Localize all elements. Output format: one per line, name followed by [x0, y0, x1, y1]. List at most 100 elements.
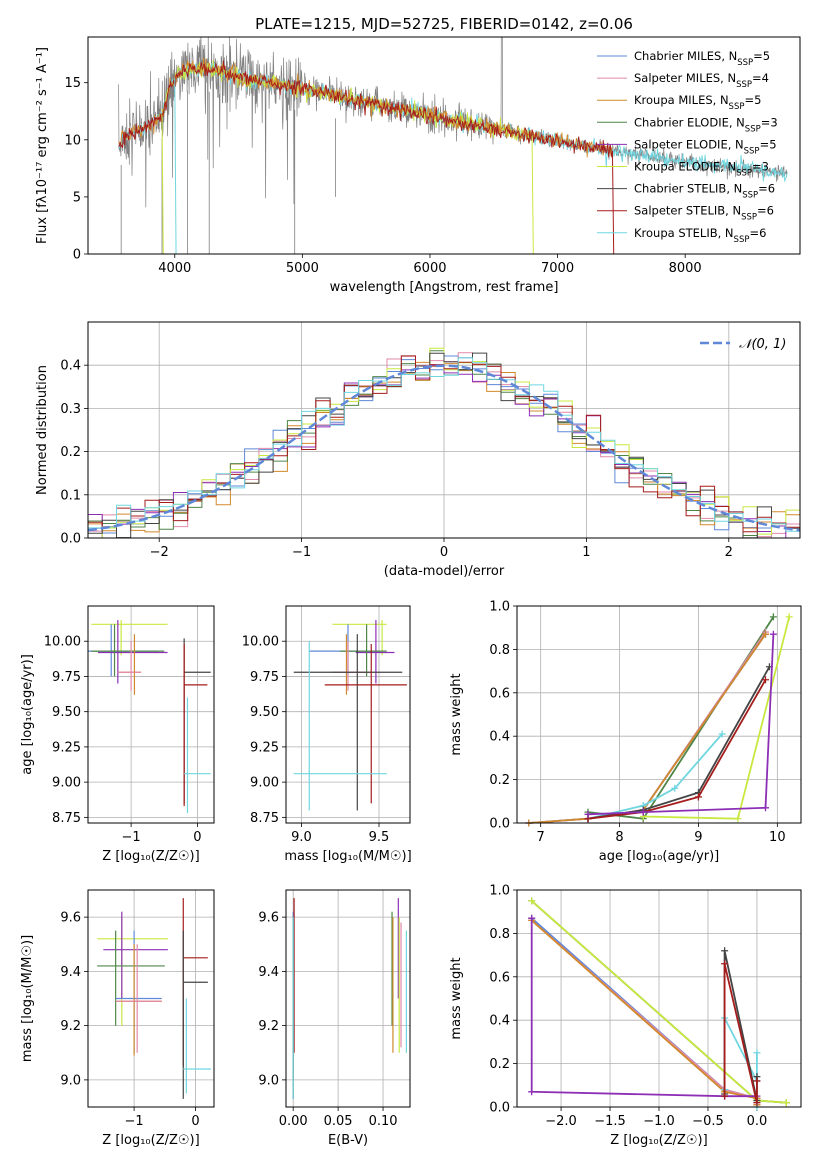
series-marker [721, 960, 729, 968]
series-marker [584, 810, 592, 818]
mass_vs_EBV-axes: 0.00 0.05 0.10 9.0 9.2 9.4 9.6 E(B-V) [258, 890, 410, 1148]
series-marker [753, 1099, 761, 1107]
weight-series-salpeter-elodie [584, 630, 777, 818]
residuals-frame [87, 321, 801, 539]
histogram-salpeter-elodie [88, 365, 800, 538]
x-tick-label: −1 [122, 830, 141, 845]
x-tick-label: 0.05 [324, 1114, 353, 1129]
series-marker [528, 914, 536, 922]
x-tick-label: 9.5 [369, 830, 390, 845]
legend-suffix: =3 [752, 160, 769, 174]
y-tick-label: 0.4 [489, 1014, 510, 1029]
weight_vs_age-frame [516, 605, 802, 824]
series-marker [721, 947, 729, 955]
series-line [528, 633, 767, 824]
series-marker [639, 808, 647, 816]
data-point [115, 944, 162, 1056]
data-point [184, 697, 211, 814]
data-point [97, 930, 165, 1026]
series-marker [785, 613, 793, 621]
age_vs_Z-frame [87, 605, 215, 824]
y-tick-label: 9.25 [250, 740, 279, 755]
y-tick-label: 9.00 [250, 776, 279, 791]
y-tick-label: 9.2 [60, 1019, 81, 1034]
data-point [340, 624, 387, 677]
y-tick-label: 5 [73, 190, 81, 205]
series-marker [753, 1077, 761, 1085]
x-tick-label: 10 [769, 830, 786, 845]
histogram-chabrier-stelib [88, 352, 800, 538]
y-tick-label: 0.8 [489, 643, 510, 658]
legend-suffix: =6 [749, 226, 766, 240]
series-marker [762, 676, 769, 684]
x-tick-label: 0 [440, 545, 448, 560]
x-tick-label: 4000 [158, 261, 191, 276]
x-axis-label: wavelength [Angstrom, rest frame] [330, 280, 559, 295]
weight-series-salpeter-miles [525, 628, 769, 827]
legend-entry: Chabrier STELIB, NSSP=6 [634, 182, 775, 201]
model-cutoff [531, 135, 534, 255]
series-line [587, 679, 767, 820]
y-tick-label: 9.25 [52, 740, 81, 755]
series-marker [762, 630, 769, 638]
legend-suffix: =6 [757, 204, 774, 218]
legend-entry: Kroupa MILES, NSSP=5 [634, 93, 761, 112]
legend-label: Kroupa MILES, N [634, 93, 729, 107]
weight_vs_Z-frame [516, 889, 802, 1108]
data-point [183, 644, 208, 807]
histogram-kroupa-stelib [88, 357, 800, 532]
x-axis-label: mass [log₁₀(M/M☉)] [284, 849, 411, 864]
series-line [531, 917, 758, 1105]
legend-subscript: SSP [736, 169, 752, 179]
x-tick-label: 1 [582, 545, 590, 560]
legend-suffix: =5 [760, 137, 777, 151]
y-tick-label: 0.0 [489, 817, 510, 832]
y-tick-label: 0.6 [489, 686, 510, 701]
x-tick-label: 6000 [413, 261, 446, 276]
data-point [103, 911, 168, 999]
y-axis-label: age [log₁₀(age/yr)] [20, 654, 35, 775]
x-tick-label: −1.0 [643, 1114, 675, 1129]
x-tick-label: 0 [193, 830, 201, 845]
x-tick-label: 9.0 [291, 830, 312, 845]
series-marker [671, 784, 679, 792]
y-tick-label: 1.0 [489, 600, 510, 615]
x-tick-label: −0.5 [692, 1114, 724, 1129]
x-tick-label: 0.10 [369, 1114, 398, 1129]
series-marker [753, 1049, 761, 1057]
weight-series-chabrier-miles [528, 914, 761, 1109]
data-point [91, 624, 165, 677]
y-tick-label: 9.00 [52, 776, 81, 791]
legend-suffix: =6 [758, 182, 775, 196]
legend-subscript: SSP [744, 146, 760, 156]
weight-series-salpeter-elodie [528, 914, 761, 1107]
weight-series-kroupa-miles [525, 630, 769, 827]
y-tick-label: 8.75 [250, 811, 279, 826]
y-tick-label: 9.2 [258, 1019, 279, 1034]
legend-entry: Kroupa STELIB, NSSP=6 [634, 226, 766, 245]
data-point [332, 634, 372, 695]
data-point [332, 641, 372, 691]
y-tick-label: 9.75 [250, 670, 279, 685]
legend-subscript: SSP [741, 213, 757, 223]
legend-suffix: =5 [744, 93, 761, 107]
legend-suffix: =5 [753, 49, 770, 63]
series-line [528, 631, 767, 824]
y-tick-label: 0.2 [489, 1057, 510, 1072]
x-tick-label: −1 [125, 1114, 144, 1129]
x-axis-label: Z [log₁₀(Z/Z☉)] [610, 1133, 707, 1148]
y-tick-label: 0.6 [489, 970, 510, 985]
data-point [332, 620, 387, 656]
legend-subscript: SSP [734, 235, 750, 245]
y-tick-label: 9.75 [52, 670, 81, 685]
data-point [115, 944, 162, 1053]
legend-label: Salpeter ELODIE, N [634, 137, 744, 151]
legend-entry: Salpeter ELODIE, NSSP=5 [634, 137, 777, 156]
legend-suffix: =3 [761, 115, 778, 129]
x-tick-label: 8 [615, 830, 623, 845]
mass_vs_Z-frame [87, 889, 215, 1108]
y-tick-label: 10.00 [242, 635, 279, 650]
series-marker [769, 613, 777, 621]
y-tick-label: 9.50 [52, 705, 81, 720]
model-cutoff [174, 78, 177, 255]
